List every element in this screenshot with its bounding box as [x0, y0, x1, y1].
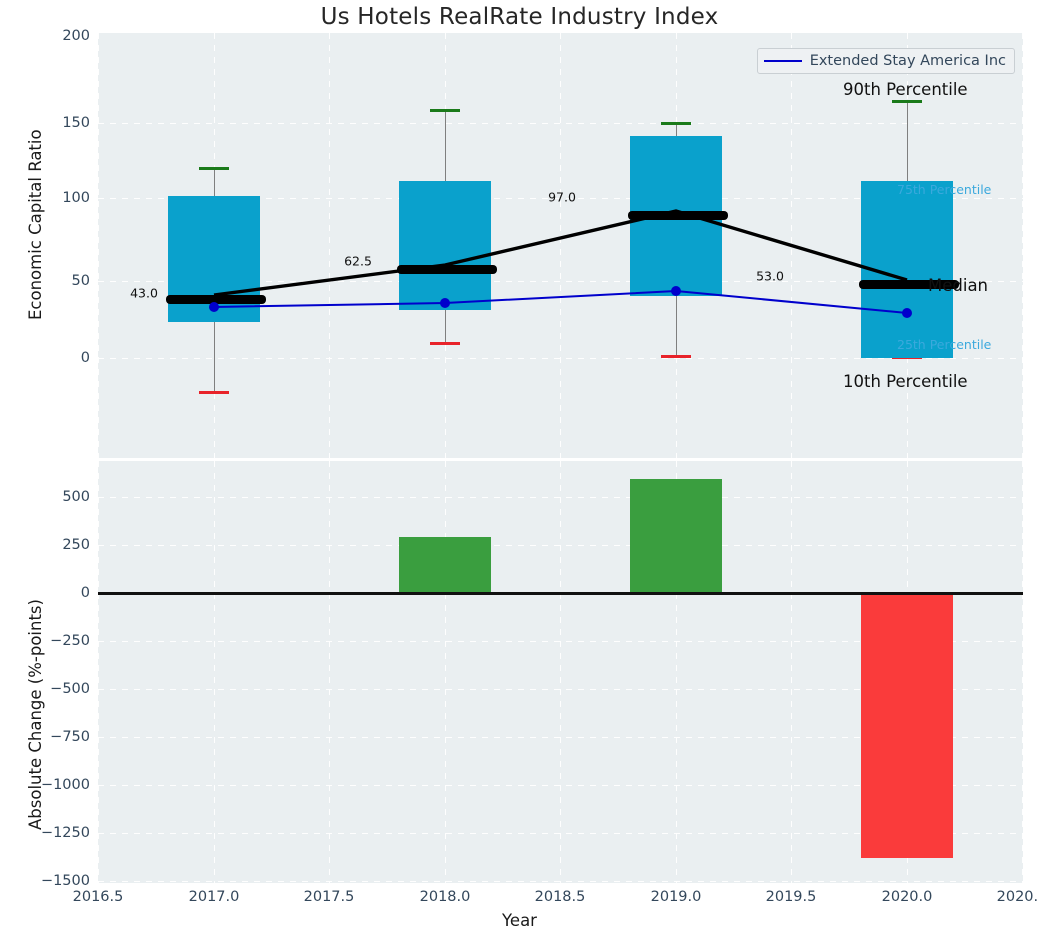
median-bar-2019 — [628, 211, 728, 220]
median-bar-2020 — [859, 280, 959, 289]
legend-line-icon — [763, 60, 802, 62]
box-2018 — [399, 181, 491, 310]
median-value-label-2017: 43.0 — [130, 285, 158, 301]
change-bar-2018 — [399, 537, 491, 593]
annotation-90th-percentile: 90th Percentile — [843, 80, 968, 99]
xtick-2019-0: 2019.0 — [650, 889, 702, 905]
ytick-bottom-250: 250 — [62, 537, 90, 553]
ytick-bottom-m1000: −1000 — [40, 777, 90, 793]
xtick-2016-5: 2016.5 — [72, 889, 124, 905]
annotation-75th-percentile: 75th Percentile — [897, 182, 992, 197]
vgridline-b-2018-0 — [445, 461, 446, 883]
ytick-top-150: 150 — [62, 115, 90, 131]
vgridline-2018-5 — [560, 33, 561, 458]
median-bar-2018 — [397, 265, 497, 274]
xtick-2017-0: 2017.0 — [188, 889, 240, 905]
ytick-bottom-m500: −500 — [50, 681, 90, 697]
top-chart-y-axis-title: Economic Capital Ratio — [26, 129, 45, 320]
vgridline-2020-5 — [1022, 33, 1023, 458]
vgridline-b-2016-5 — [98, 461, 99, 883]
whisker-cap-low-2018 — [430, 342, 460, 345]
whisker-cap-high-2017 — [199, 167, 229, 170]
vgridline-2017-5 — [329, 33, 330, 458]
vgridline-b-2017-5 — [329, 461, 330, 883]
annotation-10th-percentile: 10th Percentile — [843, 372, 968, 391]
ytick-bottom-m1250: −1250 — [40, 825, 90, 841]
vgridline-2016-5 — [98, 33, 99, 458]
median-value-label-2020: 53.0 — [756, 268, 784, 284]
vgridline-b-2019-5 — [791, 461, 792, 883]
median-bar-2017 — [166, 295, 266, 304]
xtick-2019-5: 2019.5 — [765, 889, 817, 905]
ytick-bottom-m250: −250 — [50, 633, 90, 649]
annotation-median: Median — [928, 276, 989, 295]
ytick-top-50: 50 — [71, 273, 90, 289]
ytick-bottom-m1500: −1500 — [40, 873, 90, 889]
xtick-2017-5: 2017.5 — [303, 889, 355, 905]
ytick-bottom-m750: −750 — [50, 729, 90, 745]
median-value-label-2019: 97.0 — [548, 189, 576, 205]
ytick-top-0: 0 — [80, 350, 90, 366]
vgridline-b-2018-5 — [560, 461, 561, 883]
whisker-cap-high-2020 — [892, 100, 922, 103]
x-axis-title: Year — [502, 911, 537, 930]
ytick-top-100: 100 — [62, 190, 90, 206]
change-bar-2019 — [630, 479, 722, 593]
vgridline-b-2017-0 — [214, 461, 215, 883]
annotation-25th-percentile: 25th Percentile — [897, 337, 992, 352]
legend-item-label: Extended Stay America Inc — [809, 53, 1006, 69]
ytick-bottom-500: 500 — [62, 489, 90, 505]
legend[interactable]: Extended Stay America Inc — [756, 48, 1015, 74]
xtick-2018-5: 2018.5 — [534, 889, 586, 905]
whisker-cap-high-2019 — [661, 122, 691, 125]
bottom-chart-plot-area — [98, 461, 1023, 883]
xtick-2020-0: 2020.0 — [881, 889, 933, 905]
vgridline-2019-5 — [791, 33, 792, 458]
whisker-cap-low-2017 — [199, 391, 229, 394]
chart-title: Us Hotels RealRate Industry Index — [320, 4, 719, 30]
vgridline-b-2019-0 — [676, 461, 677, 883]
median-value-label-2018: 62.5 — [344, 253, 372, 269]
xtick-2020-5: 2020.5 — [996, 889, 1039, 905]
xtick-2018-0: 2018.0 — [419, 889, 471, 905]
zero-line — [98, 592, 1023, 595]
box-2020 — [861, 181, 953, 358]
ytick-top-200: 200 — [62, 28, 90, 44]
ytick-bottom-0: 0 — [80, 585, 90, 601]
whisker-cap-high-2018 — [430, 109, 460, 112]
vgridline-b-2020-5 — [1022, 461, 1023, 883]
bottom-chart-y-axis-title: Absolute Change (%-points) — [26, 599, 45, 830]
change-bar-2020 — [861, 593, 953, 858]
whisker-cap-low-2019 — [661, 355, 691, 358]
